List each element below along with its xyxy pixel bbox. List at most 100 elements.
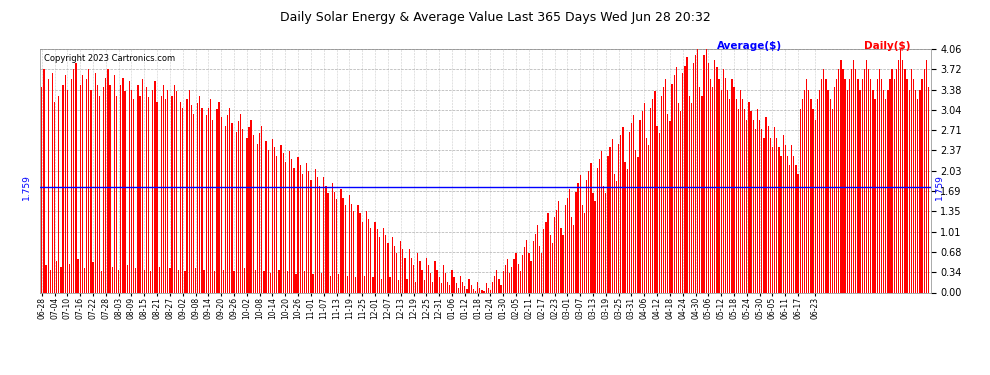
Bar bbox=[381, 279, 382, 292]
Bar bbox=[590, 164, 591, 292]
Bar bbox=[339, 274, 340, 292]
Bar bbox=[146, 87, 148, 292]
Bar bbox=[225, 126, 226, 292]
Bar bbox=[553, 217, 555, 292]
Bar bbox=[744, 110, 745, 292]
Bar bbox=[920, 90, 921, 292]
Bar bbox=[924, 69, 925, 292]
Bar bbox=[310, 180, 312, 292]
Bar bbox=[261, 126, 262, 292]
Bar bbox=[248, 128, 249, 292]
Bar bbox=[913, 80, 914, 292]
Bar bbox=[269, 273, 271, 292]
Bar bbox=[404, 258, 406, 292]
Bar bbox=[832, 110, 833, 292]
Bar bbox=[216, 110, 218, 292]
Bar bbox=[542, 254, 543, 292]
Bar bbox=[503, 272, 504, 292]
Bar bbox=[907, 80, 908, 292]
Bar bbox=[165, 99, 166, 292]
Bar bbox=[449, 285, 450, 292]
Bar bbox=[754, 129, 756, 292]
Bar bbox=[560, 228, 561, 292]
Bar bbox=[252, 135, 253, 292]
Bar bbox=[263, 272, 264, 292]
Bar bbox=[759, 120, 760, 292]
Text: Daily($): Daily($) bbox=[864, 41, 911, 51]
Bar bbox=[616, 182, 617, 292]
Bar bbox=[422, 270, 423, 292]
Bar bbox=[479, 288, 480, 292]
Bar bbox=[127, 266, 128, 292]
Bar bbox=[191, 105, 192, 292]
Bar bbox=[289, 152, 290, 292]
Text: Copyright 2023 Cartronics.com: Copyright 2023 Cartronics.com bbox=[44, 54, 175, 63]
Bar bbox=[186, 99, 188, 292]
Bar bbox=[569, 189, 570, 292]
Bar bbox=[778, 147, 779, 292]
Bar bbox=[767, 126, 769, 292]
Bar bbox=[898, 60, 899, 292]
Bar bbox=[428, 266, 429, 292]
Bar bbox=[306, 164, 307, 292]
Bar bbox=[254, 270, 256, 292]
Bar bbox=[92, 262, 94, 292]
Bar bbox=[742, 99, 743, 292]
Bar bbox=[714, 60, 716, 292]
Bar bbox=[48, 80, 49, 292]
Bar bbox=[721, 90, 722, 292]
Bar bbox=[334, 192, 335, 292]
Bar bbox=[97, 86, 98, 292]
Bar bbox=[58, 96, 59, 292]
Bar bbox=[259, 134, 260, 292]
Bar bbox=[729, 99, 731, 292]
Bar bbox=[370, 228, 371, 292]
Bar bbox=[366, 211, 367, 292]
Bar bbox=[116, 96, 117, 292]
Bar bbox=[710, 80, 711, 292]
Bar bbox=[795, 165, 797, 292]
Bar bbox=[44, 69, 45, 292]
Bar bbox=[640, 120, 641, 292]
Bar bbox=[879, 69, 880, 292]
Bar bbox=[457, 288, 459, 292]
Bar bbox=[332, 183, 333, 292]
Bar bbox=[509, 273, 510, 292]
Bar bbox=[727, 90, 729, 292]
Bar bbox=[904, 69, 906, 292]
Bar bbox=[42, 87, 43, 292]
Bar bbox=[633, 116, 635, 292]
Bar bbox=[610, 147, 611, 292]
Bar bbox=[420, 261, 421, 292]
Bar bbox=[723, 69, 724, 292]
Bar bbox=[876, 80, 878, 292]
Bar bbox=[138, 86, 139, 292]
Text: Daily Solar Energy & Average Value Last 365 Days Wed Jun 28 20:32: Daily Solar Energy & Average Value Last … bbox=[279, 11, 711, 24]
Bar bbox=[173, 86, 175, 292]
Bar bbox=[861, 80, 863, 292]
Bar bbox=[171, 96, 172, 292]
Bar bbox=[826, 80, 827, 292]
Bar bbox=[577, 183, 579, 292]
Bar bbox=[125, 92, 126, 292]
Bar bbox=[885, 99, 886, 292]
Bar bbox=[846, 90, 847, 292]
Bar bbox=[402, 249, 404, 292]
Bar bbox=[101, 272, 102, 292]
Bar bbox=[883, 90, 884, 292]
Bar bbox=[468, 279, 469, 292]
Bar bbox=[631, 123, 632, 292]
Bar bbox=[663, 87, 664, 292]
Bar bbox=[547, 213, 548, 292]
Bar bbox=[650, 108, 651, 292]
Bar bbox=[695, 56, 696, 292]
Bar bbox=[184, 272, 185, 292]
Bar bbox=[791, 146, 792, 292]
Bar bbox=[51, 74, 53, 292]
Bar bbox=[793, 156, 795, 292]
Bar bbox=[77, 260, 78, 292]
Bar bbox=[282, 153, 284, 292]
Bar bbox=[204, 270, 205, 292]
Bar bbox=[654, 92, 655, 292]
Bar bbox=[673, 75, 675, 292]
